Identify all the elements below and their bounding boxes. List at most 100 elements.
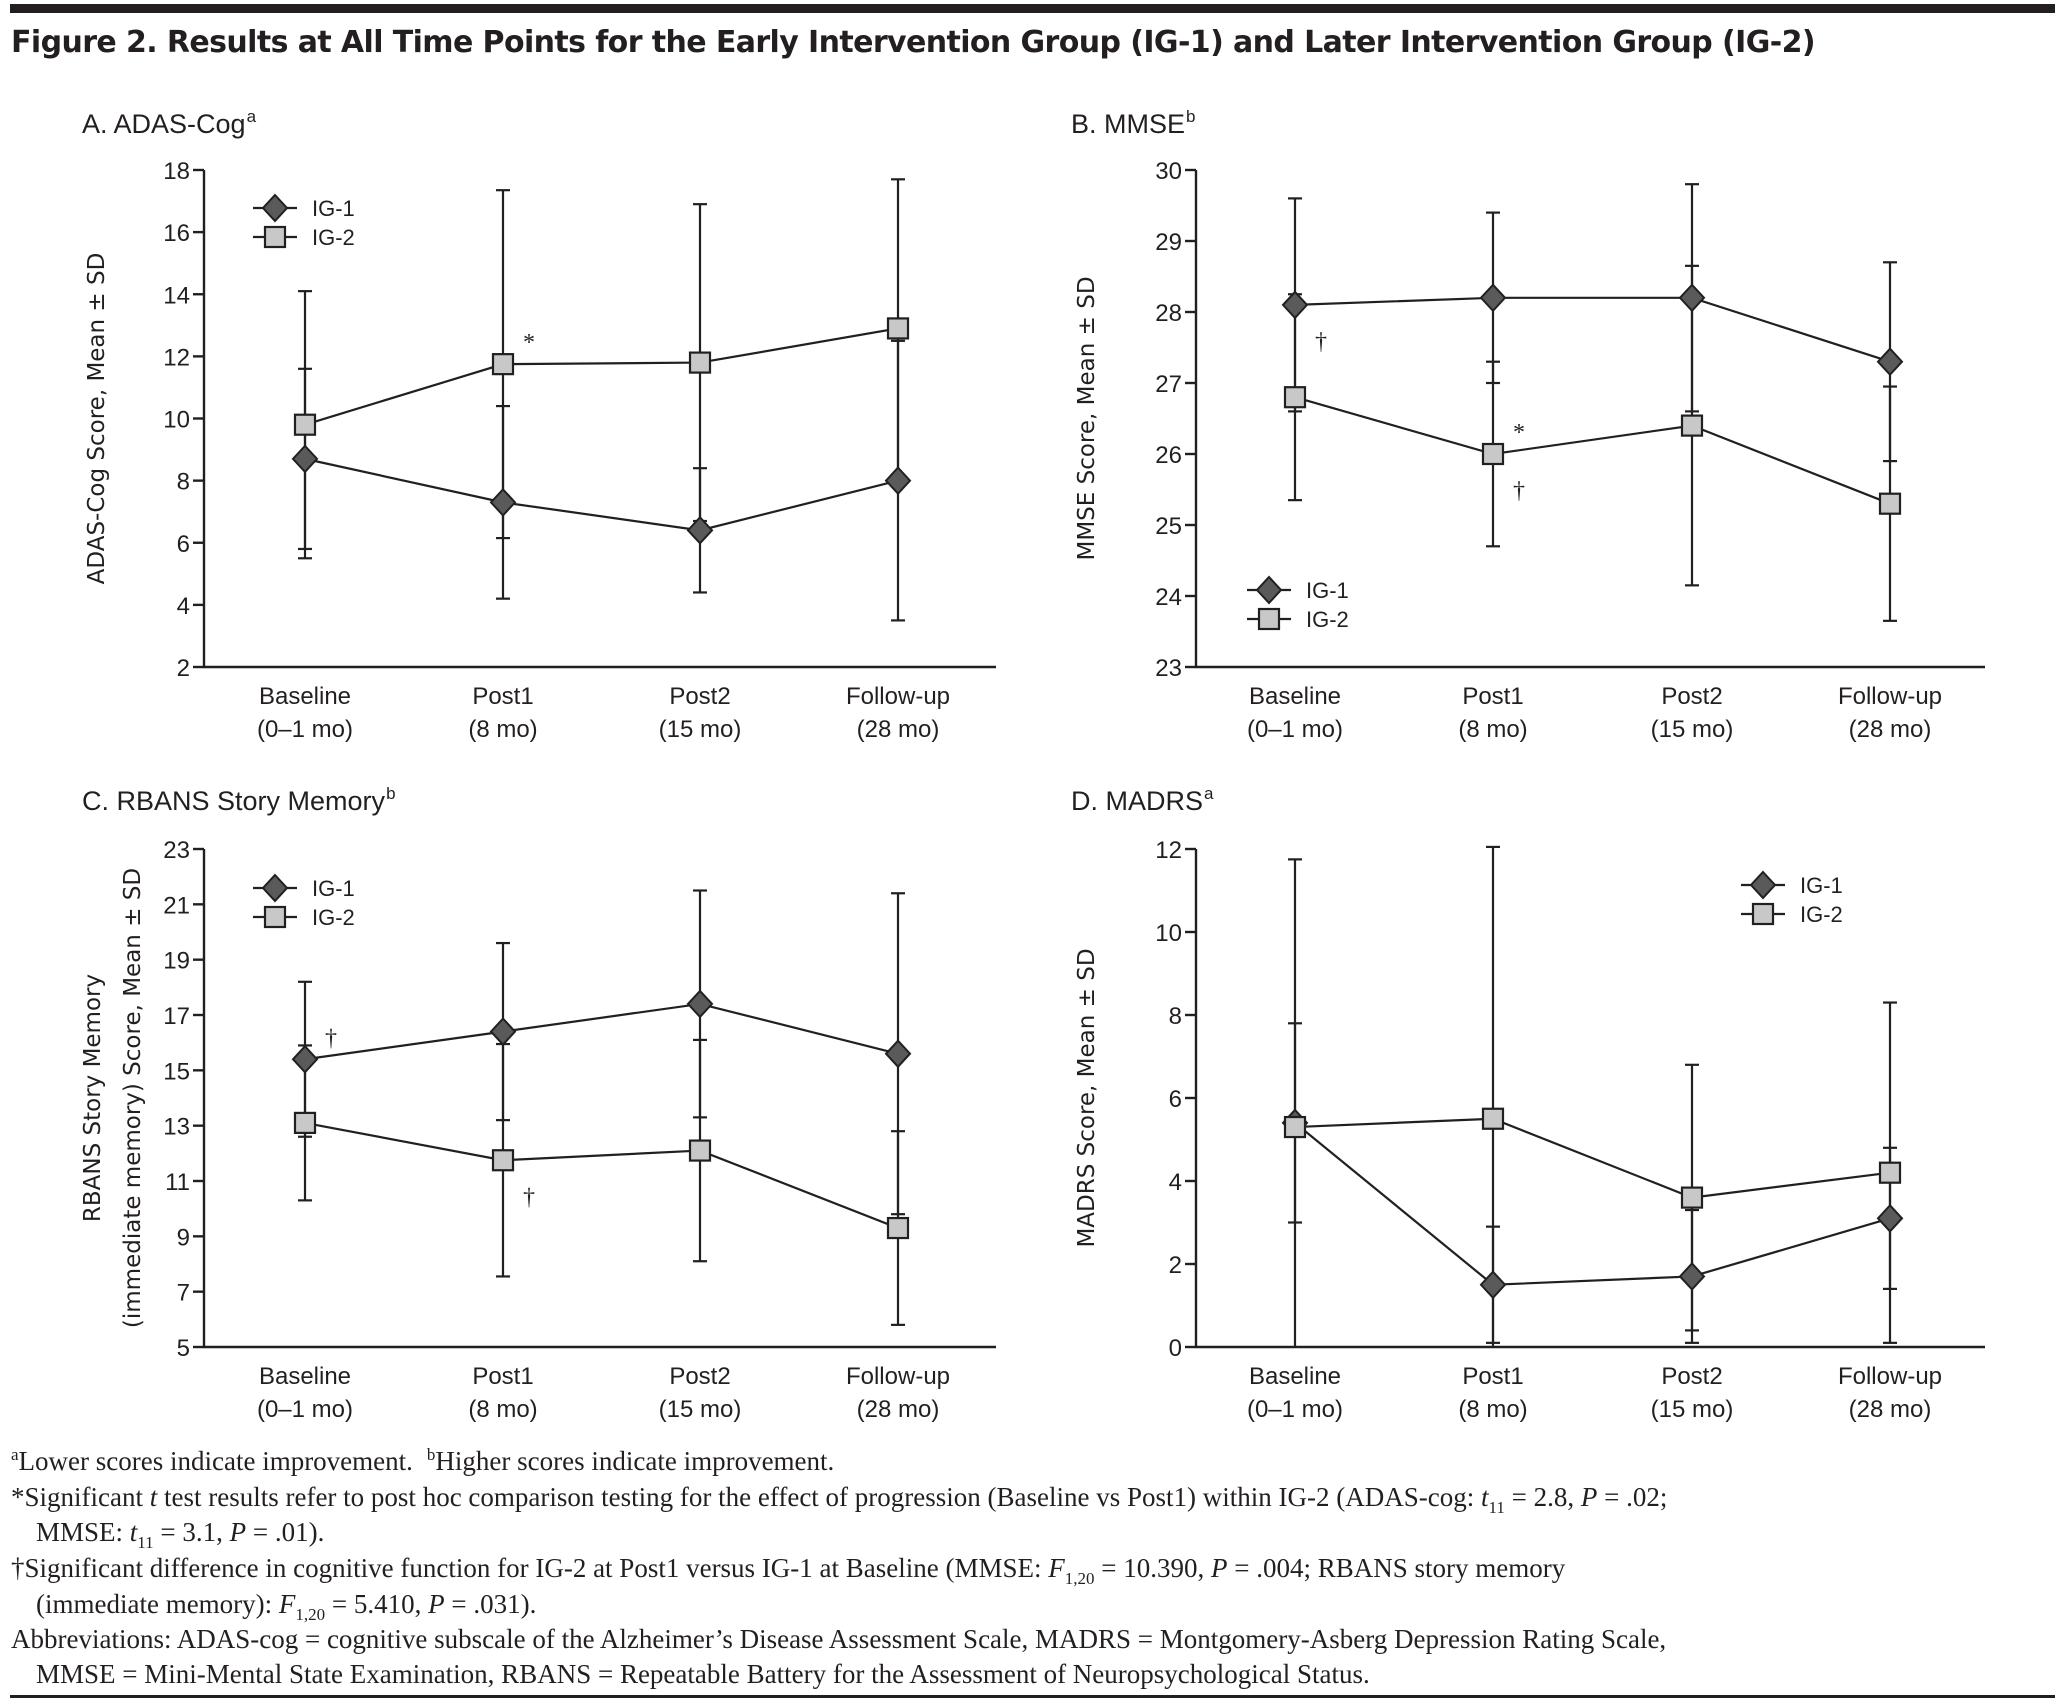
y-tick-label: 5: [177, 1335, 190, 1362]
legend-label: IG-2: [312, 905, 355, 930]
y-axis-label-line2: (immediate memory) Score, Mean ± SD: [120, 868, 146, 1328]
y-tick-label: 10: [1155, 920, 1182, 947]
y-tick-label: 16: [163, 220, 190, 247]
x-tick-sublabel: (8 mo): [1458, 716, 1527, 743]
x-tick-sublabel: (28 mo): [857, 716, 940, 743]
panel-title-text: A. ADAS-Cog: [82, 109, 246, 139]
x-tick-label: Post2: [669, 683, 730, 710]
data-point-ig-2: [688, 1139, 712, 1162]
panel-c: C. RBANS Story Memoryb 5 7 9 11 13 15 17 19 21 23 R…: [80, 784, 996, 1423]
y-tick-label: 8: [177, 469, 190, 496]
fn-italic-t: t: [150, 1482, 159, 1512]
x-tick-sublabel: (28 mo): [1849, 716, 1932, 743]
y-tick-label: 6: [1169, 1086, 1182, 1113]
footnote-a-b: aLower scores indicate improvement. bHigh…: [11, 1445, 834, 1476]
y-tick-label: 2: [1169, 1252, 1182, 1279]
legend: IG-1 IG-2: [253, 873, 355, 930]
y-axis-label: MADRS Score, Mean ± SD: [1074, 948, 1100, 1247]
footnote-b-marker: b: [427, 1445, 436, 1464]
x-tick-sublabel: (8 mo): [468, 716, 537, 743]
y-tick-label: 23: [1155, 655, 1182, 682]
y-axis-label: ADAS-Cog Score, Mean ± SD: [84, 253, 110, 585]
footnote-abbreviations-line2: MMSE = Mini-Mental State Examination, RB…: [36, 1659, 1370, 1689]
legend-label: IG-2: [312, 225, 355, 250]
data-point-ig-2: [1481, 442, 1505, 466]
series-line-ig-2: [304, 1121, 899, 1230]
data-point-ig-2: [688, 351, 712, 374]
y-tick-label: 13: [163, 1114, 190, 1141]
x-tick-sublabel: (28 mo): [1849, 1396, 1932, 1423]
data-point-ig-2: [886, 1216, 910, 1240]
y-tick-label: 17: [163, 1003, 190, 1030]
asterisk-annotation: *: [523, 330, 535, 356]
y-tick-label: 10: [163, 407, 190, 434]
fn-subscript: 11: [1489, 1498, 1505, 1517]
legend-diamond-icon: [261, 193, 289, 223]
data-point-ig-2: [886, 317, 910, 340]
data-point-ig-2: [491, 1149, 515, 1172]
data-point-ig-2: [491, 353, 515, 376]
data-point-ig-1: [489, 487, 517, 517]
panel-b: B. MMSEb 23 24 25 26 27 28 29 30 MMSE Score, Mean…: [1071, 107, 1985, 743]
fn-text: test results refer to post hoc compariso…: [157, 1482, 1481, 1512]
panel-title: A. ADAS-Coga: [82, 107, 257, 139]
footnote-dagger-line1: †Significant difference in cognitive fun…: [11, 1553, 1566, 1588]
legend-label: IG-1: [312, 196, 355, 221]
series-line-ig-2: [1294, 1117, 1891, 1199]
data-point-ig-1: [489, 1017, 517, 1047]
fn-text: = .031).: [445, 1589, 537, 1619]
fn-italic-t: t: [130, 1517, 139, 1547]
data-point-ig-2: [293, 413, 317, 436]
panel-title-superscript: b: [386, 784, 395, 803]
x-tick-sublabel: (15 mo): [1651, 1396, 1734, 1423]
legend-diamond-icon: [1749, 870, 1777, 900]
x-tick-sublabel: (0–1 mo): [257, 716, 353, 743]
data-point-ig-1: [884, 466, 912, 496]
figure-title: Figure 2. Results at All Time Points for…: [11, 25, 1815, 60]
fn-text: = .01).: [246, 1517, 324, 1547]
asterisk-annotation: *: [1513, 420, 1525, 446]
data-point-ig-1: [1678, 283, 1706, 313]
y-tick-label: 21: [163, 892, 190, 919]
series-line-ig-2: [1294, 396, 1891, 505]
dagger-annotation: †: [325, 1025, 337, 1051]
fn-text: = 3.1,: [154, 1517, 230, 1547]
data-point-ig-2: [293, 1111, 317, 1135]
fn-italic-p: P: [1580, 1482, 1598, 1512]
panel-title-text: D. MADRS: [1071, 786, 1203, 816]
bottom-rule: [10, 1695, 2055, 1698]
data-point-ig-2: [1878, 492, 1902, 515]
y-tick-label: 27: [1155, 371, 1182, 398]
x-tick-label: Follow-up: [846, 683, 950, 710]
fn-text: = 2.8,: [1505, 1482, 1581, 1512]
legend-label: IG-2: [1800, 902, 1843, 927]
data-point-ig-1: [884, 1039, 912, 1069]
data-point-ig-1: [1281, 290, 1309, 320]
legend-square-icon: [263, 225, 287, 249]
data-point-ig-1: [1678, 1261, 1706, 1291]
x-tick-label: Post2: [1661, 1363, 1722, 1390]
x-tick-label: Follow-up: [1838, 683, 1942, 710]
panel-title: D. MADRSa: [1071, 784, 1214, 816]
x-tick-sublabel: (0–1 mo): [1247, 1396, 1343, 1423]
y-tick-label: 2: [177, 655, 190, 682]
y-tick-label: 12: [1155, 837, 1182, 864]
footnote-star-line1: *Significant t test results refer to pos…: [11, 1482, 1667, 1517]
fn-text: MMSE:: [36, 1517, 130, 1547]
y-tick-label: 4: [1169, 1169, 1182, 1196]
y-tick-label: 23: [163, 837, 190, 864]
y-tick-label: 29: [1155, 229, 1182, 256]
panel-title-text: B. MMSE: [1071, 109, 1185, 139]
legend-square-icon: [1751, 902, 1775, 926]
panel-d: D. MADRSa 0 2 4 6 8 10 12 MADRS Score, Mean ± SD…: [1071, 784, 1985, 1423]
panel-title-superscript: a: [1204, 784, 1214, 803]
y-tick-label: 28: [1155, 300, 1182, 327]
y-tick-label: 30: [1155, 158, 1182, 185]
legend: IG-1 IG-2: [253, 193, 355, 250]
x-tick-label: Baseline: [259, 683, 351, 710]
legend-square-icon: [263, 905, 287, 929]
y-tick-label: 14: [163, 282, 190, 309]
data-point-ig-1: [1876, 1203, 1904, 1233]
fn-subscript: 1,20: [1065, 1569, 1095, 1588]
